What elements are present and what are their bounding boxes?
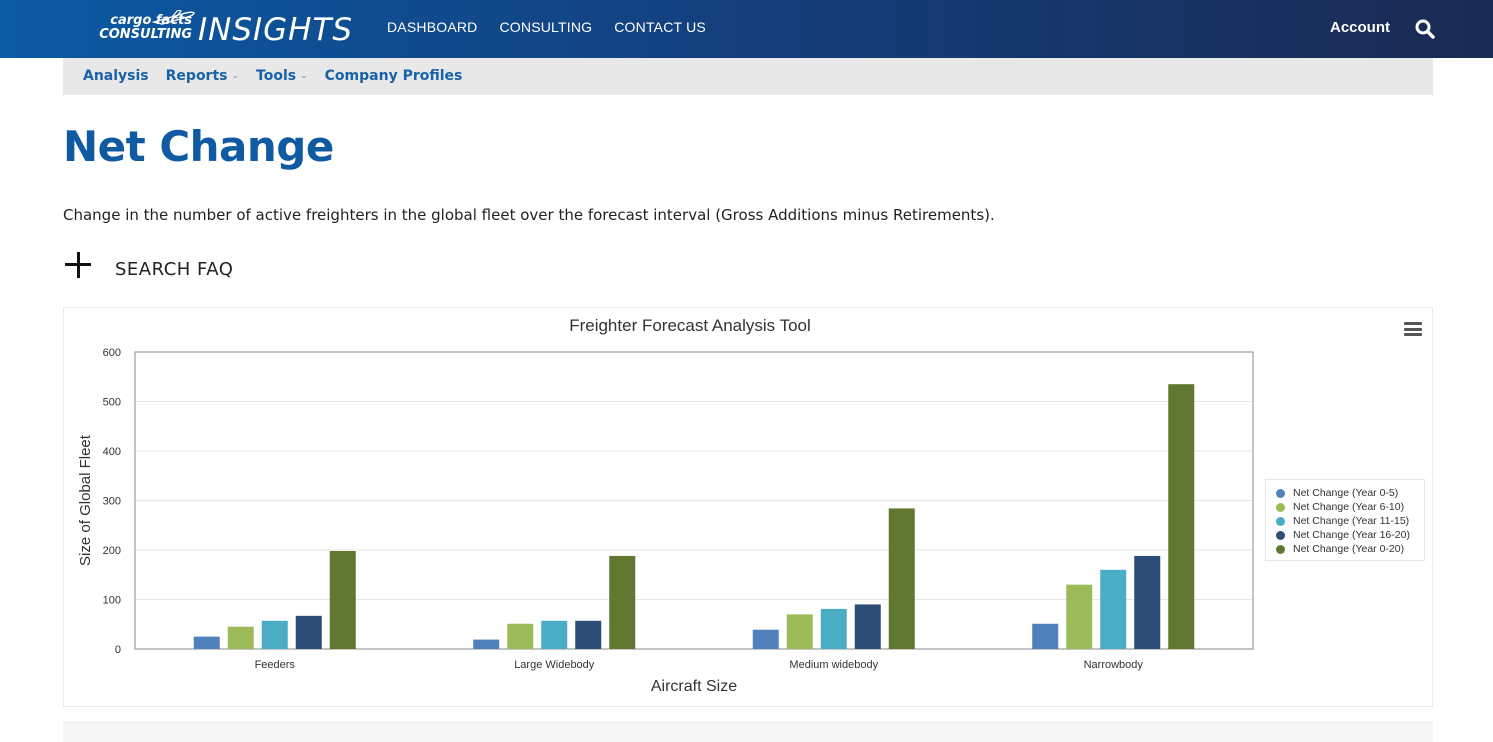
- chevron-down-icon: ⌄: [300, 71, 308, 81]
- y-tick-label: 300: [103, 496, 121, 508]
- nav-consulting[interactable]: CONSULTING: [499, 19, 593, 35]
- search-icon[interactable]: [1415, 19, 1435, 39]
- legend-item[interactable]: Net Change (Year 0-20): [1276, 542, 1424, 556]
- subnav-company-profiles[interactable]: Company Profiles: [325, 68, 463, 84]
- bar: [329, 550, 356, 649]
- y-tick-label: 500: [103, 397, 121, 409]
- legend-label: Net Change (Year 0-20): [1293, 543, 1405, 555]
- bar: [786, 614, 813, 649]
- legend-label: Net Change (Year 0-5): [1293, 487, 1399, 499]
- bar: [541, 620, 568, 649]
- bar: [752, 629, 779, 649]
- account-link[interactable]: Account: [1330, 19, 1390, 36]
- subnav-reports[interactable]: Reports ⌄: [166, 68, 239, 84]
- bar: [575, 620, 602, 649]
- bar: [1100, 569, 1127, 649]
- subnav-tools[interactable]: Tools ⌄: [256, 68, 308, 84]
- search-faq-toggle[interactable]: SEARCH FAQ: [63, 250, 233, 280]
- nav-contact-us[interactable]: CONTACT US: [614, 19, 706, 35]
- main-nav: DASHBOARD CONSULTING CONTACT US: [387, 19, 706, 35]
- legend-marker: [1276, 502, 1285, 512]
- plane-icon: [152, 10, 195, 25]
- legend-item[interactable]: Net Change (Year 11-15): [1276, 514, 1424, 528]
- legend-marker: [1276, 544, 1285, 554]
- chart-title: Freighter Forecast Analysis Tool: [569, 316, 811, 335]
- chart-container: Freighter Forecast Analysis Tool 0 100 200 3…: [63, 307, 1433, 707]
- bar: [193, 636, 220, 649]
- bar: [473, 639, 500, 649]
- legend-marker: [1276, 488, 1285, 498]
- x-tick-label: Large Widebody: [514, 659, 595, 671]
- legend-marker: [1276, 530, 1285, 540]
- sub-nav: Analysis Reports ⌄ Tools ⌄ Company Profi…: [63, 58, 1433, 95]
- page-title: Net Change: [63, 122, 334, 171]
- bar: [295, 615, 322, 649]
- legend-label: Net Change (Year 11-15): [1293, 515, 1410, 527]
- legend-item[interactable]: Net Change (Year 16-20): [1276, 528, 1424, 542]
- bar-chart: Freighter Forecast Analysis Tool 0 100 200 3…: [77, 316, 1254, 695]
- logo-product: INSIGHTS: [198, 12, 354, 48]
- legend-label: Net Change (Year 6-10): [1293, 501, 1405, 513]
- bar: [820, 608, 847, 649]
- search-faq-label: SEARCH FAQ: [115, 258, 234, 280]
- x-tick-label: Feeders: [255, 659, 296, 671]
- plot-area: [134, 351, 1254, 650]
- x-tick-label: Narrowbody: [1084, 659, 1144, 671]
- legend-marker: [1276, 516, 1285, 526]
- legend-label: Net Change (Year 16-20): [1293, 529, 1410, 541]
- bottom-panel: [63, 722, 1433, 742]
- bar: [854, 604, 881, 649]
- logo-line-2: CONSULTING: [99, 27, 192, 42]
- bar: [1134, 555, 1161, 649]
- subnav-analysis-label: Analysis: [83, 68, 149, 84]
- bar: [1066, 584, 1093, 649]
- y-tick-label: 100: [103, 595, 121, 607]
- bar: [507, 623, 534, 649]
- bar: [261, 620, 288, 649]
- y-axis-label: Size of Global Fleet: [77, 434, 94, 566]
- plus-icon: [63, 250, 93, 280]
- legend-item[interactable]: Net Change (Year 6-10): [1276, 500, 1424, 514]
- top-header: cargo facts CONSULTING INSIGHTS DASHBOAR…: [0, 0, 1493, 58]
- bar: [1168, 384, 1195, 649]
- x-tick-label: Medium widebody: [789, 659, 878, 671]
- y-tick-label: 400: [103, 446, 121, 458]
- y-tick-label: 0: [115, 644, 121, 656]
- subnav-reports-label: Reports: [165, 68, 228, 84]
- chart-legend: Net Change (Year 0-5) Net Change (Year 6-…: [1265, 479, 1425, 561]
- subnav-tools-label: Tools: [256, 68, 297, 84]
- y-tick-label: 200: [103, 545, 121, 557]
- bar: [609, 555, 636, 649]
- hamburger-menu-icon[interactable]: [1404, 322, 1422, 338]
- chevron-down-icon: ⌄: [231, 71, 240, 81]
- site-logo[interactable]: cargo facts CONSULTING INSIGHTS: [66, 10, 356, 50]
- subnav-analysis[interactable]: Analysis: [83, 68, 149, 84]
- x-axis-label: Aircraft Size: [651, 678, 737, 695]
- nav-dashboard[interactable]: DASHBOARD: [387, 19, 478, 35]
- subnav-company-profiles-label: Company Profiles: [324, 68, 463, 84]
- bar: [1032, 623, 1059, 649]
- bar: [227, 626, 254, 649]
- bar: [888, 508, 915, 649]
- page-description: Change in the number of active freighter…: [63, 206, 995, 224]
- legend-item[interactable]: Net Change (Year 0-5): [1276, 486, 1424, 500]
- y-tick-label: 600: [103, 347, 121, 359]
